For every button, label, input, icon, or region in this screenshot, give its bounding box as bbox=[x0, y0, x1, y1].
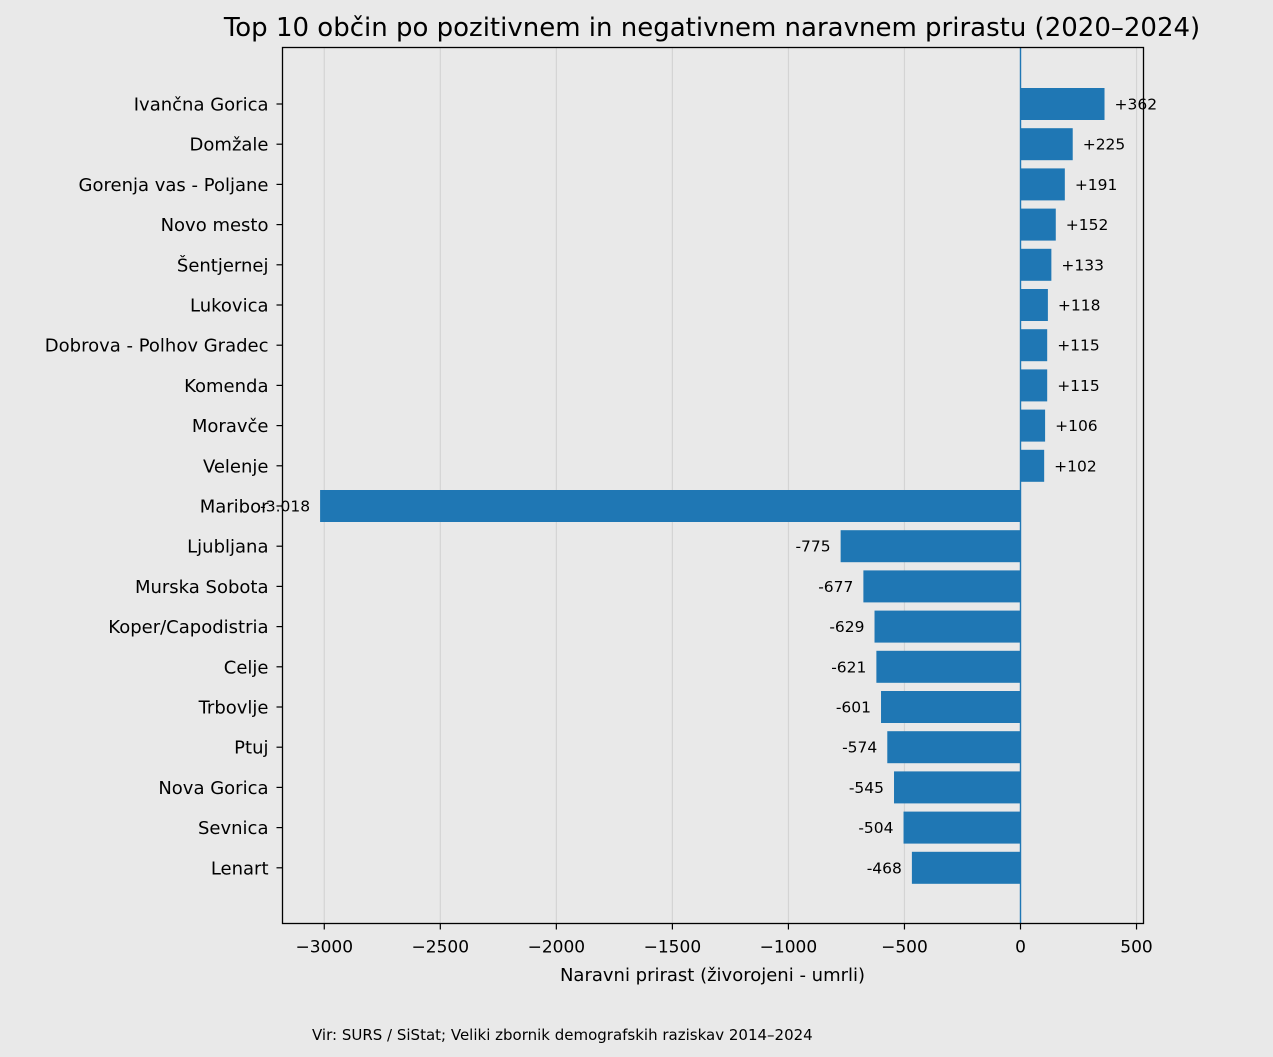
data-label: -621 bbox=[831, 658, 866, 676]
data-label: +133 bbox=[1061, 256, 1104, 274]
y-tick-label: Šentjernej bbox=[177, 254, 269, 276]
bar bbox=[874, 610, 1021, 643]
bar bbox=[1020, 88, 1105, 120]
y-tick-label: Lenart bbox=[211, 858, 269, 879]
x-axis-ticks: −3000 −2500 −2000 −1500 −1000 −500 0 500 bbox=[296, 923, 1153, 958]
bar bbox=[876, 650, 1021, 683]
y-tick-label: Celje bbox=[224, 657, 269, 678]
y-tick-label: Dobrova - Polhov Gradec bbox=[45, 336, 269, 357]
x-axis-label: Naravni prirast (živorojeni - umrli) bbox=[560, 965, 865, 986]
y-tick-label: Domžale bbox=[190, 135, 269, 156]
x-tick-label: 500 bbox=[1120, 938, 1152, 958]
data-label: -677 bbox=[818, 578, 853, 596]
bar bbox=[1020, 208, 1056, 241]
bar bbox=[911, 851, 1021, 884]
data-label: -468 bbox=[867, 859, 902, 877]
y-tick-label: Gorenja vas - Poljane bbox=[79, 175, 269, 196]
source-note: Vir: SURS / SiStat; Veliki zbornik demog… bbox=[312, 1026, 813, 1044]
bar bbox=[903, 811, 1021, 844]
bar bbox=[881, 691, 1021, 723]
plot-frame bbox=[281, 46, 1145, 925]
bar bbox=[1020, 329, 1048, 362]
data-label: +152 bbox=[1066, 216, 1109, 234]
y-tick-label: Sevnica bbox=[198, 818, 269, 839]
x-tick-label: −2500 bbox=[412, 938, 470, 958]
bar bbox=[1020, 168, 1065, 201]
bar bbox=[1020, 289, 1048, 321]
y-tick-label: Komenda bbox=[184, 376, 268, 397]
data-label: +106 bbox=[1055, 417, 1098, 435]
data-label: -3.018 bbox=[260, 498, 310, 516]
data-label: +115 bbox=[1057, 377, 1100, 395]
data-label: +191 bbox=[1075, 176, 1118, 194]
bar bbox=[887, 731, 1021, 764]
y-tick-label: Trbovlje bbox=[198, 698, 269, 719]
data-label: +225 bbox=[1083, 136, 1126, 154]
y-tick-label: Moravče bbox=[192, 416, 269, 437]
bars bbox=[320, 88, 1105, 884]
x-tick-label: −3000 bbox=[296, 938, 354, 958]
data-label: +102 bbox=[1054, 457, 1097, 475]
y-axis-ticks: Ivančna Gorica Domžale Gorenja vas - Polja… bbox=[45, 95, 283, 879]
y-tick-label: Murska Sobota bbox=[135, 577, 269, 598]
bar bbox=[1020, 248, 1052, 281]
bar bbox=[320, 490, 1021, 522]
bar bbox=[1020, 449, 1045, 482]
bar bbox=[863, 570, 1021, 603]
bar bbox=[840, 530, 1021, 563]
y-tick-label: Velenje bbox=[203, 456, 269, 477]
y-tick-label: Nova Gorica bbox=[158, 778, 268, 799]
data-label: -629 bbox=[829, 618, 864, 636]
bar bbox=[1020, 128, 1073, 161]
data-label: -574 bbox=[842, 739, 877, 757]
y-tick-label: Ivančna Gorica bbox=[134, 95, 269, 116]
data-label: -504 bbox=[858, 819, 893, 837]
bar bbox=[1020, 409, 1046, 442]
data-label: +118 bbox=[1058, 297, 1101, 315]
y-tick-label: Koper/Capodistria bbox=[108, 617, 268, 638]
x-tick-label: −2000 bbox=[528, 938, 586, 958]
y-tick-label: Novo mesto bbox=[161, 215, 269, 236]
data-label: +362 bbox=[1115, 96, 1158, 114]
x-tick-label: −1500 bbox=[644, 938, 702, 958]
y-tick-label: Maribor bbox=[200, 497, 269, 518]
x-tick-label: 0 bbox=[1015, 938, 1026, 958]
data-label: -775 bbox=[795, 538, 830, 556]
bar bbox=[1020, 369, 1048, 402]
chart-title: Top 10 občin po pozitivnem in negativnem… bbox=[223, 13, 1200, 43]
data-label: -545 bbox=[849, 779, 884, 797]
data-label: +115 bbox=[1057, 337, 1100, 355]
data-label: -601 bbox=[836, 699, 871, 717]
x-tick-label: −1000 bbox=[760, 938, 818, 958]
data-labels: +362 +225 +191 +152 +133 +118 +115 +115 +106 +102… bbox=[260, 96, 1157, 878]
bar bbox=[894, 771, 1021, 804]
x-tick-label: −500 bbox=[881, 938, 928, 958]
y-tick-label: Lukovica bbox=[190, 296, 269, 317]
y-tick-label: Ptuj bbox=[234, 738, 268, 759]
y-tick-label: Ljubljana bbox=[187, 537, 268, 558]
